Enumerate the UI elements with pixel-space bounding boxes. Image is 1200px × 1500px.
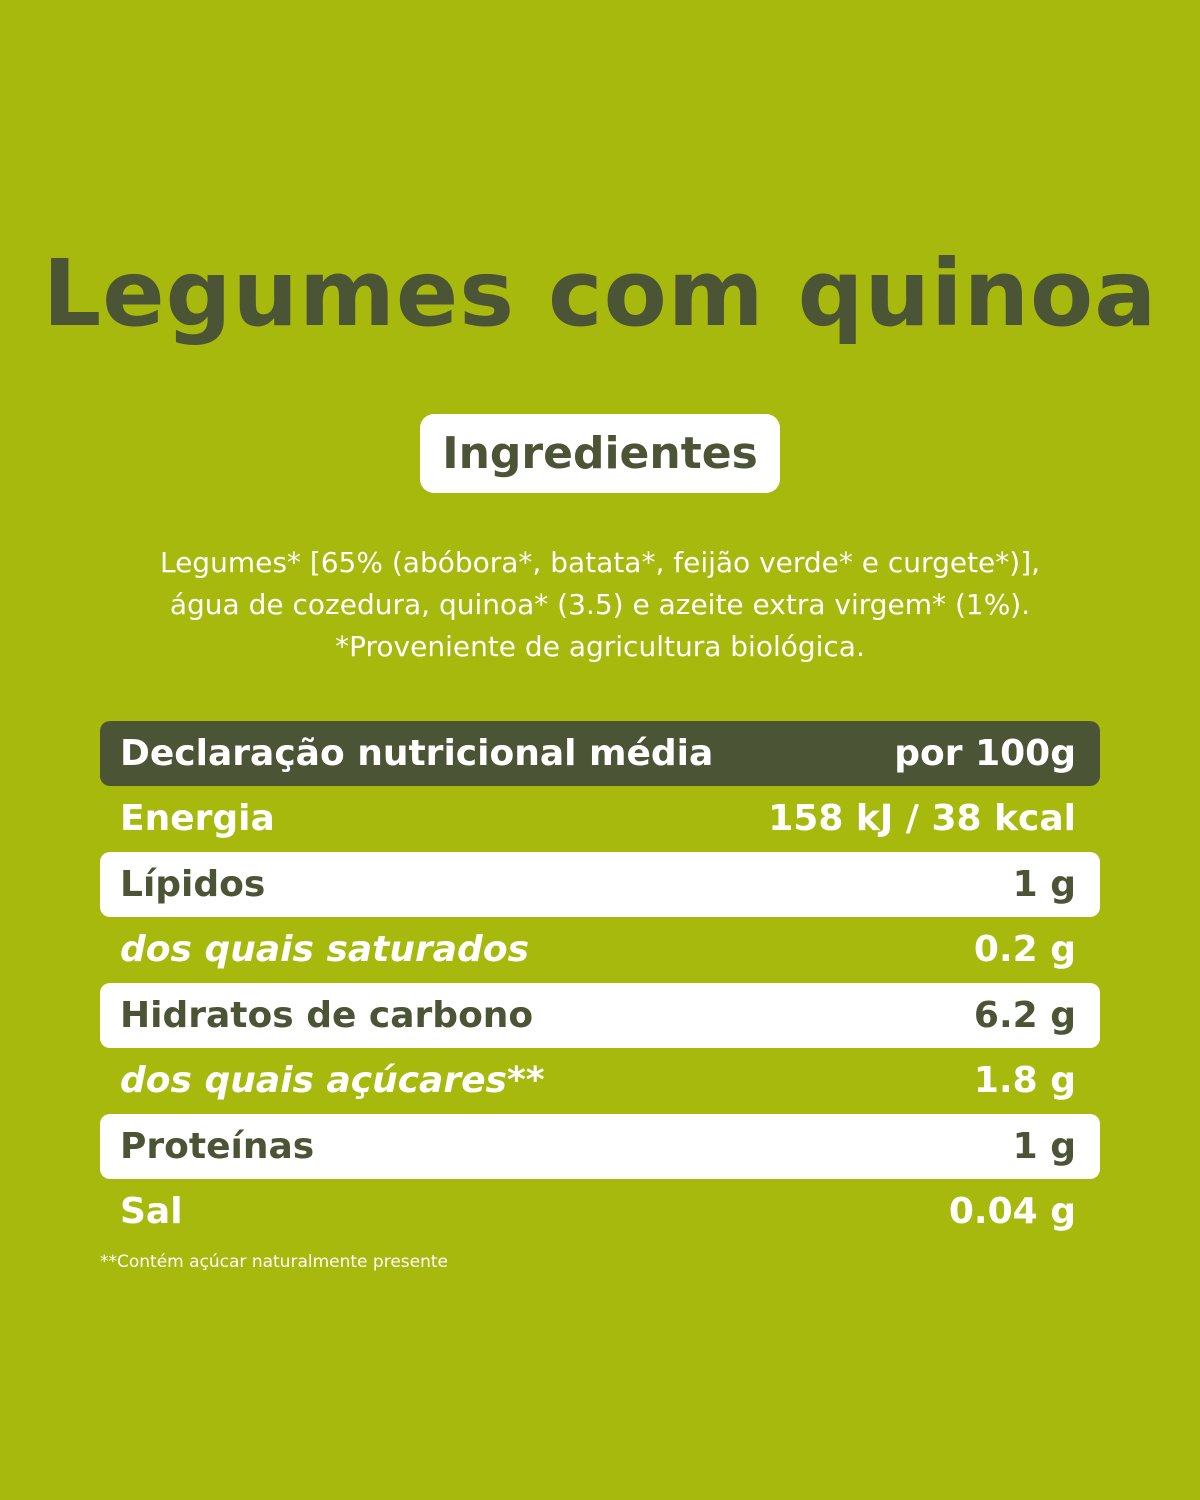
- ingredients-heading: Ingredientes: [420, 414, 780, 493]
- row-label: Declaração nutricional média: [120, 733, 714, 774]
- table-row: Sal 0.04 g: [100, 1179, 1100, 1244]
- table-row: Hidratos de carbono 6.2 g: [100, 982, 1100, 1048]
- table-row: Lípidos 1 g: [100, 851, 1100, 917]
- ingredients-line: *Proveniente de agricultura biológica.: [335, 630, 865, 663]
- row-label: Proteínas: [120, 1125, 315, 1167]
- table-row: Energia 158 kJ / 38 kcal: [100, 786, 1100, 851]
- row-value: 0.2 g: [973, 929, 1076, 970]
- row-value: 158 kJ / 38 kcal: [768, 798, 1076, 839]
- table-row: dos quais saturados 0.2 g: [100, 917, 1100, 982]
- title: Legumes com quinoa: [42, 240, 1158, 347]
- ingredients-line: água de cozedura, quinoa* (3.5) e azeite…: [169, 588, 1031, 621]
- row-value: 6.2 g: [973, 994, 1076, 1036]
- row-value: por 100g: [894, 733, 1076, 774]
- row-label: dos quais açúcares**: [120, 1060, 545, 1101]
- row-value: 1 g: [1012, 1125, 1076, 1167]
- row-value: 1.8 g: [973, 1060, 1076, 1101]
- table-row: Proteínas 1 g: [100, 1113, 1100, 1179]
- ingredients-line: Legumes* [65% (abóbora*, batata*, feijão…: [159, 546, 1041, 579]
- row-label: Sal: [120, 1191, 183, 1232]
- row-value: 1 g: [1012, 863, 1076, 905]
- row-label: dos quais saturados: [120, 929, 529, 970]
- table-row: Declaração nutricional média por 100g: [100, 721, 1100, 786]
- row-label: Energia: [120, 798, 275, 839]
- row-value: 0.04 g: [948, 1191, 1076, 1232]
- footnote: **Contém açúcar naturalmente presente: [100, 1252, 448, 1272]
- ingredients-text: Legumes* [65% (abóbora*, batata*, feijão…: [0, 542, 1200, 668]
- table-row: dos quais açúcares** 1.8 g: [100, 1048, 1100, 1113]
- row-label: Lípidos: [120, 863, 266, 905]
- row-label: Hidratos de carbono: [120, 994, 534, 1036]
